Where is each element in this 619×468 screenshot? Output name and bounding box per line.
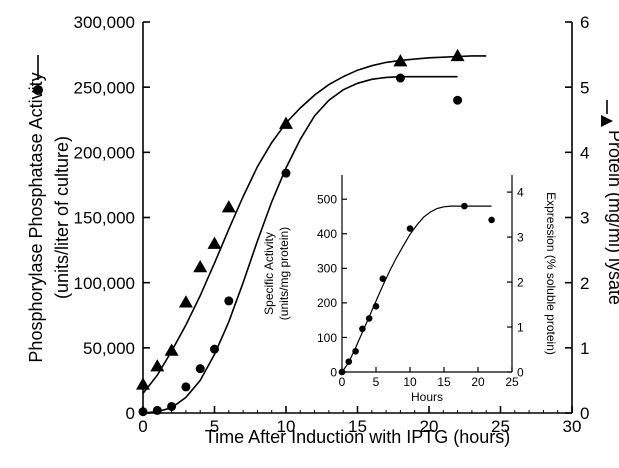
y-left-label-line2: (units/liter of culture) [52,136,72,299]
data-point-circle [224,296,234,306]
data-point-triangle [193,260,208,273]
x-tick-label: 20 [420,417,439,436]
y-right-tick-label: 5 [580,78,589,97]
y-left-tick-label: 150,000 [74,209,135,228]
x-tick-label: 5 [210,417,219,436]
x-tick-label: 25 [505,375,519,389]
y-left-tick-label: 0 [330,365,337,379]
data-point-circle [195,364,205,374]
y-left-tick-label: 100,000 [74,274,135,293]
data-point-triangle [178,295,193,308]
x-tick-label: 15 [348,417,367,436]
left-label-circle-marker [33,85,43,95]
y-left-tick-label: 300,000 [74,13,135,32]
y-right-label: Protein (mg/ml) lysate [605,130,619,305]
y-right-tick-label: 0 [580,404,589,423]
x-tick-label: 30 [563,417,582,436]
data-point-triangle [164,343,179,356]
y-left-tick-label: 50,000 [83,339,135,358]
data-point-circle [181,382,191,392]
y-left-tick-label: 400 [317,227,337,241]
fit-curve-triangle [142,55,487,394]
data-point-triangle [150,359,165,372]
y-left-tick-label: 200 [317,296,337,310]
fit-curve-circle [142,75,458,414]
data-point-circle [152,405,162,415]
x-tick-label: 15 [437,375,451,389]
y-right-label: Expression (% soluble protein) [544,192,558,355]
y-right-tick-label: 1 [517,320,524,334]
data-point-circle [379,275,387,282]
y-right-tick-label: 4 [517,185,524,199]
y-right-tick-label: 2 [580,274,589,293]
data-point-circle [345,358,353,365]
inset-chart: 0 5 10 15 20 25010020030040050001234HoursSpec… [262,175,558,404]
data-point-circle [453,95,463,105]
x-tick-label: 10 [277,417,296,436]
data-point-circle [488,216,495,224]
y-left-tick-label: 0 [126,404,135,423]
y-left-label-line2: (units/mg protein) [277,227,291,320]
data-point-circle [372,303,380,310]
x-tick-label: 25 [491,417,510,436]
data-point-circle [461,202,468,210]
y-right-tick-label: 2 [517,275,524,289]
y-left-tick-label: 200,000 [74,143,135,162]
data-point-triangle [207,236,222,249]
data-point-triangle [393,54,408,67]
data-point-triangle [279,116,293,129]
data-point-circle [138,407,148,417]
y-right-tick-label: 0 [517,365,524,379]
x-tick-label: 10 [403,375,417,389]
data-point-triangle [136,377,150,390]
data-point-circle [365,315,373,322]
y-left-tick-label: 250,000 [74,78,135,97]
data-point-circle [338,368,346,376]
data-point-triangle [221,200,236,213]
data-point-triangle [450,48,465,62]
data-point-circle [210,344,219,354]
x-axis-label: Time After Induction with IPTG (hours) [205,427,510,447]
data-point-circle [406,225,414,232]
y-right-tick-label: 6 [580,13,589,32]
data-point-circle [352,347,359,355]
y-right-tick-label: 3 [517,230,524,244]
y-right-tick-label: 4 [580,143,589,162]
y-left-tick-label: 100 [317,331,337,345]
data-point-circle [167,401,177,411]
right-label-triangle-marker [601,115,613,127]
x-tick-label: 0 [138,417,147,436]
data-point-circle [359,325,366,333]
y-left-label-line1: Phosphorylase Phosphatase Activity [26,72,46,362]
y-left-tick-label: 500 [317,193,337,207]
y-left-label-line1: Specific Activity [262,232,276,315]
data-point-circle [281,168,291,178]
main-chart: 0 5 10 15 20 25 30050,000100,000150,000200,000… [26,13,619,447]
x-tick-label: 20 [471,375,485,389]
x-axis-label: Hours [411,390,443,404]
data-point-circle [395,73,405,83]
x-tick-label: 0 [339,375,346,389]
y-left-tick-label: 300 [317,262,337,276]
x-tick-label: 5 [373,375,380,389]
y-right-tick-label: 3 [580,209,589,228]
y-right-tick-label: 1 [580,339,589,358]
inset-background [342,175,512,372]
